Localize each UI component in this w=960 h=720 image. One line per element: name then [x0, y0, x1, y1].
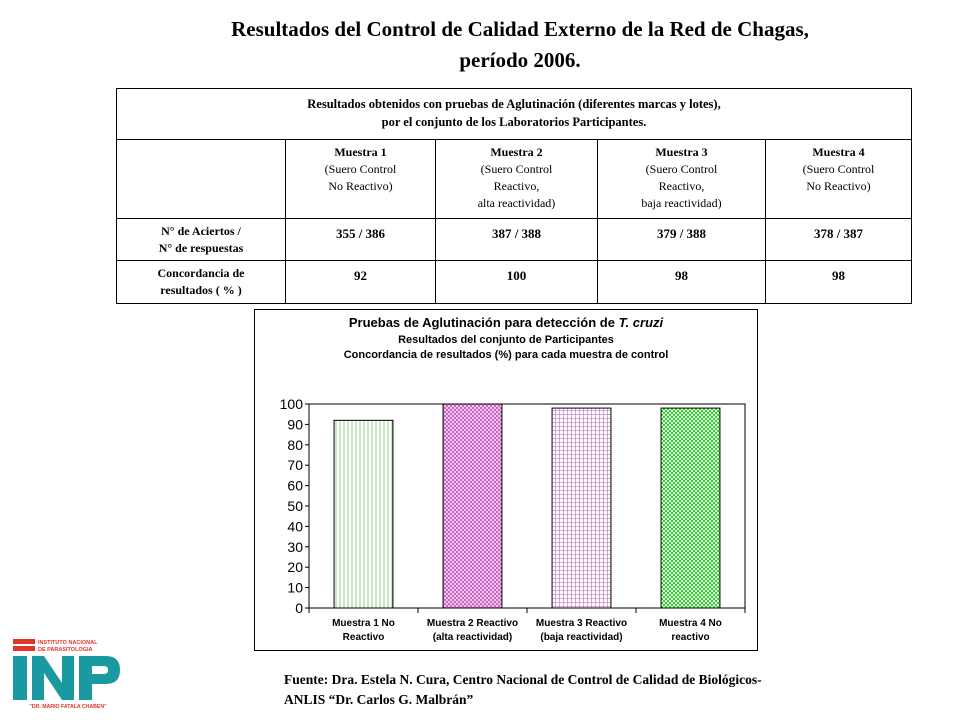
table-cell: 92 [285, 260, 436, 304]
y-tick-label: 10 [287, 580, 303, 596]
source-note: Fuente: Dra. Estela N. Cura, Centro Naci… [284, 670, 884, 710]
bar-chart: Pruebas de Aglutinación para detección d… [254, 309, 758, 651]
row-label-concordancia: Concordancia de resultados ( % ) [116, 260, 286, 304]
y-tick-label: 50 [287, 498, 303, 514]
chart-labels: Muestra 1 No Reactivo Muestra 2 Reactivo (a… [332, 618, 722, 643]
x-tick-label: Muestra 1 No [332, 618, 395, 629]
y-tick-label: 0 [295, 600, 303, 616]
column-header-muestra-4: Muestra 4 (Suero Control No Reactivo) [765, 139, 912, 219]
inp-logo: INSTITUTO NACIONAL DE PARASITOLOGIA "DR.… [13, 639, 120, 710]
y-tick-label: 80 [287, 437, 303, 453]
chart-title-text: Pruebas de Aglutinación para detección d… [349, 315, 615, 330]
x-tick-label: Muestra 2 Reactivo [427, 618, 518, 629]
chart-subtitle-2: Concordancia de resultados (%) para cada… [344, 349, 669, 361]
y-tick-label: 70 [287, 457, 303, 473]
chart-subtitle-1: Resultados del conjunto de Participantes [398, 334, 614, 346]
results-table: Resultados obtenidos con pruebas de Aglu… [116, 88, 912, 304]
x-tick-label: (alta reactividad) [433, 632, 512, 643]
table-cell: 100 [435, 260, 598, 304]
table-header: Resultados obtenidos con pruebas de Aglu… [116, 88, 912, 140]
x-tick-label: Muestra 3 Reactivo [536, 618, 627, 629]
logo-letter-i [13, 656, 27, 700]
page-title: Resultados del Control de Calidad Extern… [0, 14, 960, 76]
table-cell: 98 [765, 260, 912, 304]
column-header-muestra-2: Muestra 2 (Suero Control Reactivo, alta … [435, 139, 598, 219]
row-label-aciertos: N° de Aciertos / N° de respuestas [116, 218, 286, 261]
title-line-1: Resultados del Control de Calidad Extern… [231, 17, 809, 41]
logo-text-2: DE PARASITOLOGIA [38, 647, 93, 653]
logo-red-bar [13, 646, 35, 651]
y-tick-label: 90 [287, 416, 303, 432]
logo-red-bar [13, 639, 35, 644]
logo-text-1: INSTITUTO NACIONAL [38, 640, 98, 646]
table-cell: 355 / 386 [285, 218, 436, 261]
source-line-2: ANLIS “Dr. Carlos G. Malbrán” [284, 692, 474, 707]
chart-title: Pruebas de Aglutinación para detección d… [349, 315, 664, 330]
column-header-muestra-3: Muestra 3 (Suero Control Reactivo, baja … [597, 139, 766, 219]
bar-4 [660, 407, 721, 609]
chart-bars [333, 403, 721, 609]
y-tick-label: 60 [287, 478, 303, 494]
table-row: Concordancia de resultados ( % ) 92 100 … [116, 260, 912, 304]
logo-bottom-text: "DR. MARIO FATALA CHABEN" [29, 704, 107, 710]
table-cell: 378 / 387 [765, 218, 912, 261]
chart-title-italic: T. cruzi [619, 315, 664, 330]
y-tick-label: 40 [287, 518, 303, 534]
bar-3 [551, 407, 612, 609]
table-cell: 98 [597, 260, 766, 304]
table-cell: 387 / 388 [435, 218, 598, 261]
x-tick-label: Muestra 4 No [659, 618, 722, 629]
bar-2 [442, 403, 503, 609]
table-header-line-1: Resultados obtenidos con pruebas de Aglu… [307, 97, 721, 111]
y-tick-label: 30 [287, 539, 303, 555]
title-line-2: período 2006. [459, 48, 581, 72]
table-row: N° de Aciertos / N° de respuestas 355 / … [116, 218, 912, 261]
bar-1 [333, 419, 394, 609]
column-header-muestra-1: Muestra 1 (Suero Control No Reactivo) [285, 139, 436, 219]
x-tick-label: reactivo [671, 632, 709, 643]
y-tick-label: 100 [280, 396, 304, 412]
logo-letter-n [32, 656, 74, 700]
source-line-1: Fuente: Dra. Estela N. Cura, Centro Naci… [284, 672, 762, 687]
table-cell: 379 / 388 [597, 218, 766, 261]
table-header-line-2: por el conjunto de los Laboratorios Part… [381, 115, 647, 129]
y-tick-label: 20 [287, 559, 303, 575]
x-tick-label: Reactivo [343, 632, 385, 643]
x-tick-label: (baja reactividad) [540, 632, 622, 643]
logo-letter-p [79, 656, 120, 700]
chart-svg: Pruebas de Aglutinación para detección d… [280, 315, 746, 643]
table-corner-cell [116, 139, 286, 219]
chart-axes: 0 10 20 30 40 50 60 70 80 90 100 [280, 396, 746, 616]
